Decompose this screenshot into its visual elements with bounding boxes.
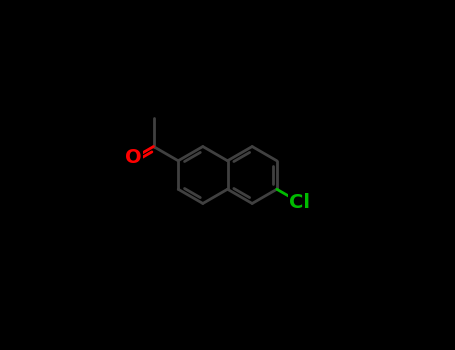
Text: Cl: Cl: [288, 193, 309, 211]
Text: O: O: [126, 148, 142, 167]
